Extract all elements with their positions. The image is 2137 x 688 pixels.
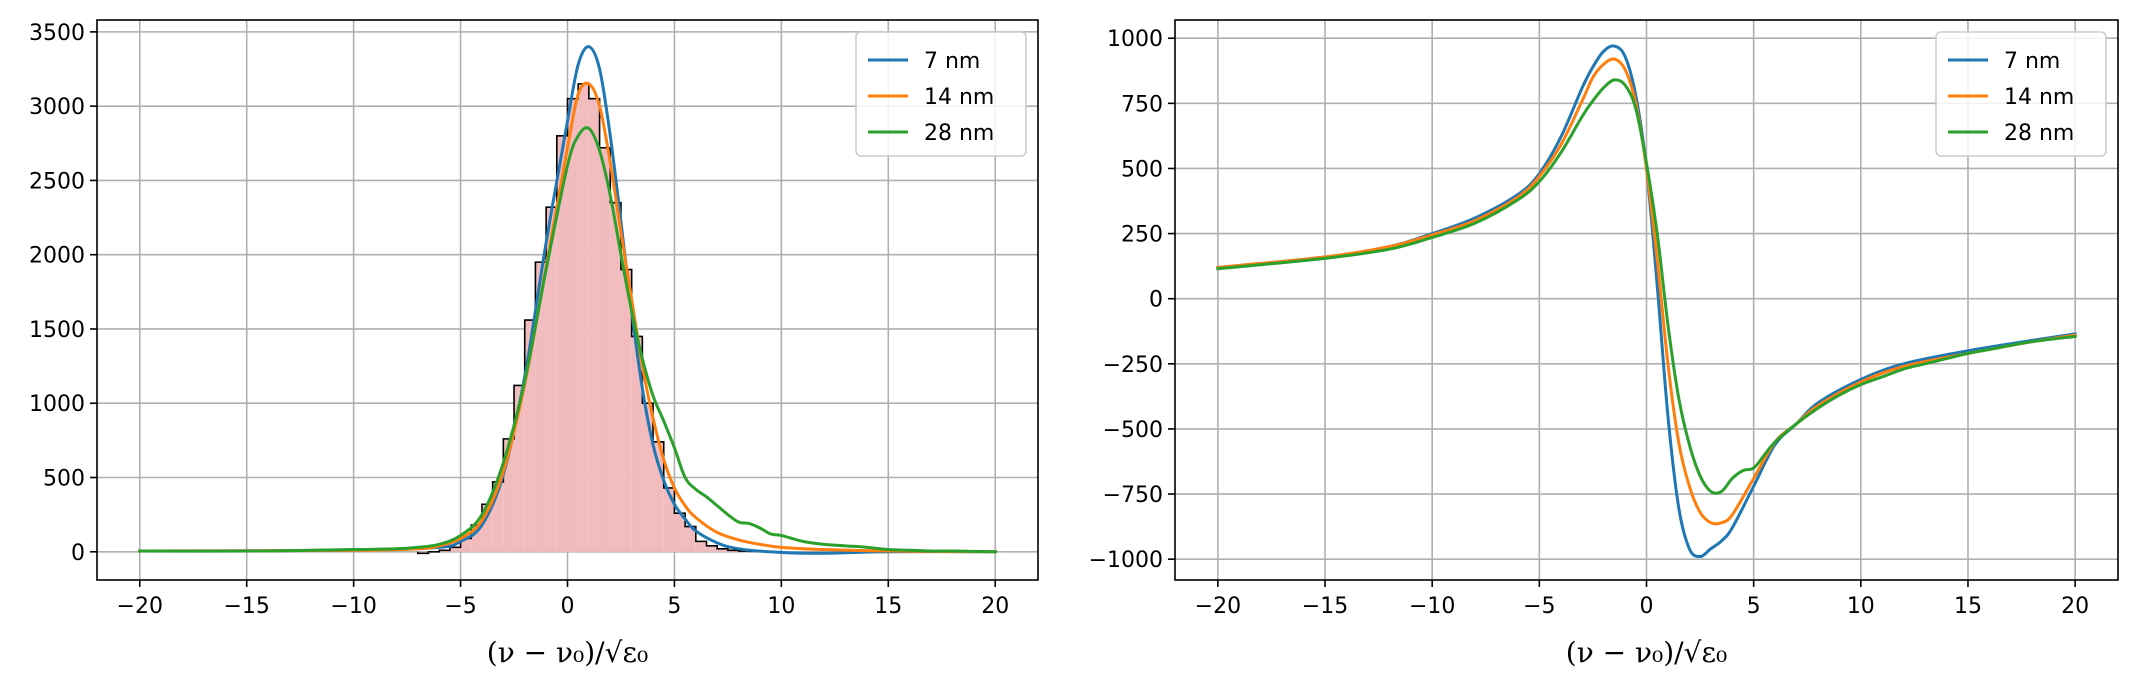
y-tick-label: −500 [1103,418,1163,443]
histogram-bar [685,526,696,552]
legend-entry: 14 nm [2004,85,2074,110]
histogram-bar [599,147,611,552]
x-tick-label: −15 [223,594,269,619]
legend-entry: 28 nm [2004,121,2074,146]
x-tick-label: 0 [1640,594,1654,619]
y-axis: −1000 −750 −500 −250 0 250 500 750 1000 [1089,27,1175,573]
legend-box [1935,31,2107,157]
histogram-bar [460,538,472,552]
y-tick-label: 0 [1149,288,1163,313]
histogram-bar [556,135,568,552]
series-line-28-nm [138,126,997,554]
histogram-bar [588,98,600,552]
x-tick-label: 20 [2061,594,2089,619]
x-axis: −20 −15 −10 −5 0 5 10 15 20 [1195,580,2089,619]
histogram-bar [546,207,557,552]
histogram-bar [449,547,461,552]
histogram-bar [471,525,482,552]
histogram-bar [642,403,654,552]
plot-area [138,45,997,555]
y-tick-label: 1000 [1107,27,1163,52]
x-tick-label: −10 [1409,594,1455,619]
y-tick-label: 500 [43,467,85,492]
y-axis: 0 500 1000 1500 2000 2500 3000 3500 [29,21,97,566]
y-tick-label: −750 [1103,483,1163,508]
x-axis: −20 −15 −10 −5 0 5 10 15 20 [117,580,1009,619]
y-tick-label: −1000 [1089,548,1163,573]
histogram-bar [653,441,664,552]
series-line-7-nm [138,45,997,555]
y-tick-label: 1000 [29,392,85,417]
y-tick-label: −250 [1103,353,1163,378]
legend: 7 nm 14 nm 28 nm [1935,31,2107,157]
y-tick-label: 0 [71,541,85,566]
histogram-bar [631,336,643,552]
x-tick-label: −5 [1523,594,1555,619]
y-tick-label: 2000 [29,244,85,269]
y-tick-label: 500 [1121,157,1163,182]
series-line-28-nm [1216,78,2077,495]
histogram-bar [567,98,579,552]
series-line-14-nm [1216,57,2077,526]
plot-area [1216,44,2077,559]
histogram-bar [514,385,525,552]
y-tick-label: 1500 [29,318,85,343]
histogram-bar [706,545,718,552]
histogram-bar [717,548,728,552]
histogram-outline [416,83,783,555]
histogram-bar [610,202,621,552]
x-axis-label: (ν − ν₀)/√ε₀ [487,636,648,669]
histogram-bar [503,438,515,552]
x-tick-label: −15 [1302,594,1348,619]
x-tick-label: 5 [1747,594,1761,619]
histogram-bar [578,83,589,552]
x-tick-label: −20 [117,594,163,619]
x-tick-label: 10 [1847,594,1875,619]
x-tick-label: 10 [767,594,795,619]
histogram-bar [492,481,504,552]
y-tick-label: 2500 [29,169,85,194]
x-tick-label: −10 [330,594,376,619]
left-chart-panel: −20 −15 −10 −5 0 5 10 15 20 0 500 1000 1500 2000 2500 3… [29,19,1039,669]
x-tick-label: 5 [667,594,681,619]
x-tick-label: 15 [874,594,902,619]
y-tick-label: 3500 [29,21,85,46]
right-chart-panel: −20 −15 −10 −5 0 5 10 15 20 −1000 −750 −500 −250 0 250… [1089,19,2119,669]
y-tick-label: 750 [1121,92,1163,117]
histogram-bar [535,262,547,552]
x-tick-label: −20 [1195,594,1241,619]
x-tick-label: 20 [981,594,1009,619]
x-tick-label: −5 [444,594,476,619]
histogram-bar [481,504,493,552]
legend: 7 nm 14 nm 28 nm [855,31,1027,157]
y-tick-label: 250 [1121,223,1163,248]
legend-box [855,31,1027,157]
grid [1175,20,2118,580]
histogram-bar [524,320,536,552]
series-line-7-nm [1216,44,2077,559]
legend-entry: 28 nm [924,121,994,146]
histogram-bar [695,541,707,552]
y-tick-label: 3000 [29,95,85,120]
histogram-bar [674,513,686,552]
histogram-bar [620,269,632,552]
histogram [416,83,783,555]
histogram-bar [663,487,675,552]
legend-entry: 14 nm [924,85,994,110]
series-line-14-nm [138,81,997,554]
x-axis-label: (ν − ν₀)/√ε₀ [1566,636,1727,669]
legend-entry: 7 nm [2004,49,2060,74]
x-tick-label: 15 [1954,594,1982,619]
x-tick-label: 0 [561,594,575,619]
legend-entry: 7 nm [924,49,980,74]
